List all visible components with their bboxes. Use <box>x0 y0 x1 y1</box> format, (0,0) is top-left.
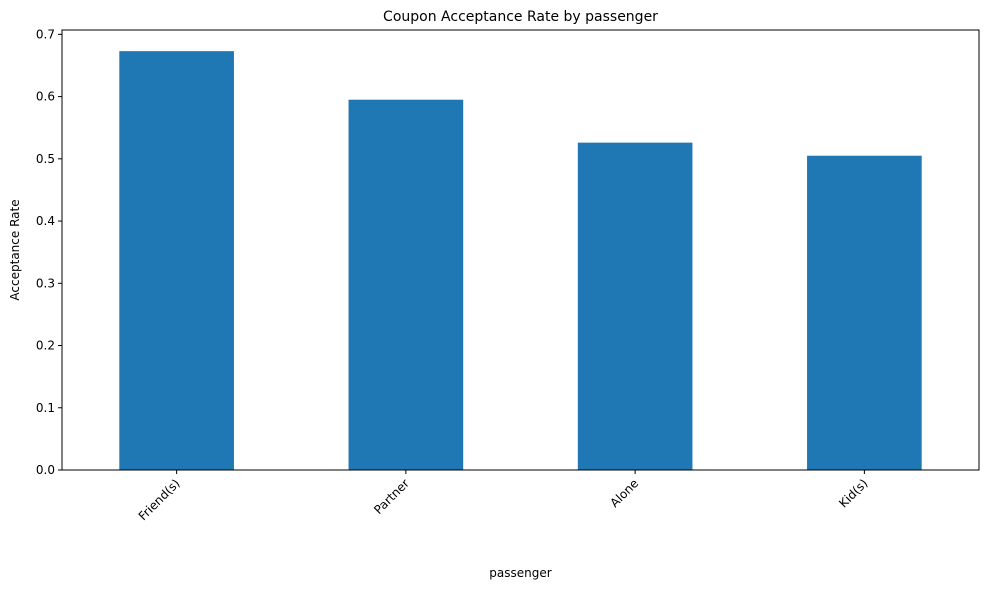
y-tick-label: 0.2 <box>36 339 55 353</box>
y-tick-label: 0.0 <box>36 463 55 477</box>
y-tick-label: 0.4 <box>36 214 55 228</box>
chart-title: Coupon Acceptance Rate by passenger <box>383 9 658 25</box>
bar-partner <box>348 99 464 470</box>
y-tick-label: 0.7 <box>36 27 55 41</box>
y-axis-label: Acceptance Rate <box>8 199 22 300</box>
y-tick-label: 0.6 <box>36 90 55 104</box>
bar-alone <box>577 142 693 470</box>
y-tick-label: 0.3 <box>36 276 55 290</box>
bars-group <box>119 51 922 470</box>
plot-frame <box>61 29 980 471</box>
y-axis-ticks: 0.0 0.1 0.2 0.3 0.4 0.5 0.6 0.7 <box>36 27 62 477</box>
y-tick-label: 0.1 <box>36 401 55 415</box>
x-axis-label: passenger <box>489 566 551 580</box>
bar-kid-s <box>807 155 922 470</box>
y-tick-label: 0.5 <box>36 152 55 166</box>
bar-friend-s <box>119 51 234 470</box>
